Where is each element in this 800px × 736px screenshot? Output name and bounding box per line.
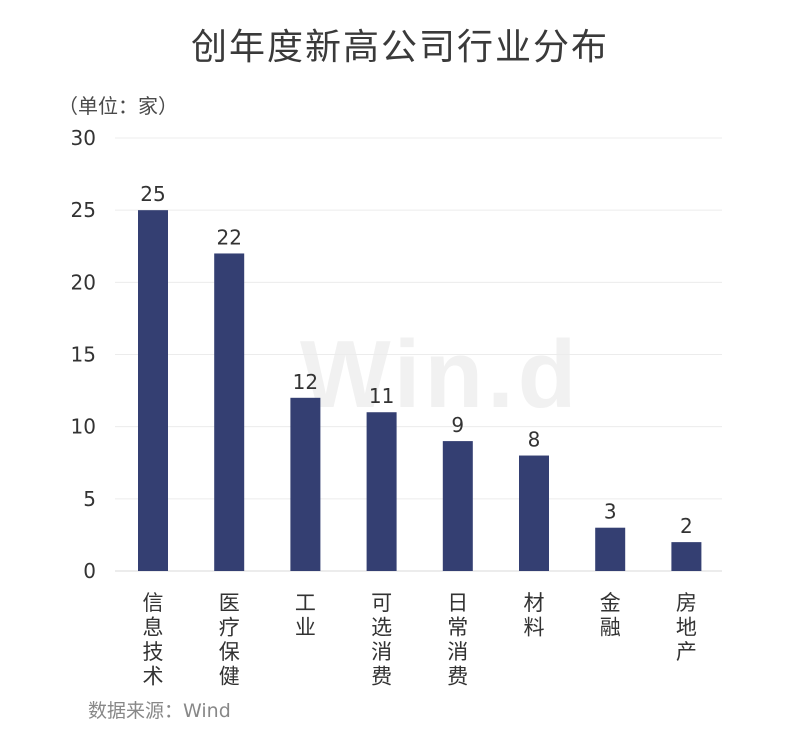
data-label: 2 [680,514,693,538]
bar [214,253,245,571]
data-label: 25 [140,182,165,206]
bars [138,210,702,571]
bar [519,455,549,571]
data-label: 9 [451,413,464,437]
chart-title: 创年度新高公司行业分布 [190,27,609,68]
x-tick-label: 医疗保健 [219,591,240,689]
bar [442,441,473,571]
y-tick-label: 0 [83,559,96,583]
y-tick-label: 25 [71,198,96,222]
y-tick-label: 20 [71,270,96,294]
x-tick-label: 信息技术 [143,591,164,689]
data-label: 3 [604,500,617,524]
x-tick-label: 房地产 [676,591,697,664]
source-note: 数据来源：Wind [88,700,231,722]
data-label: 12 [293,370,318,394]
unit-label: （单位：家） [58,94,178,118]
grid-lines [115,137,722,572]
y-tick-label: 10 [71,415,96,439]
x-tick-label: 金融 [600,591,621,640]
data-label: 8 [528,428,541,452]
x-tick-label: 材料 [524,591,545,640]
bar [138,210,168,571]
bar [366,412,397,571]
x-tick-label: 可选消费 [371,591,392,689]
y-tick-label: 15 [71,343,96,367]
x-tick-label: 日常消费 [447,591,468,689]
x-tick-label: 工业 [295,591,316,640]
x-axis-ticks: 信息技术 医疗保健 工业 可选消费 日常消费 材料 金融 房地产 [143,591,697,689]
y-axis-ticks: 0 5 10 15 20 25 30 [71,126,96,583]
y-tick-label: 30 [71,126,96,150]
watermark-logo: Win.d [300,321,581,428]
y-tick-label: 5 [83,487,96,511]
bar [671,542,702,571]
bar [595,527,626,571]
data-labels: 25 22 12 11 9 8 3 2 [140,182,692,538]
data-label: 22 [216,225,241,249]
data-label: 11 [369,384,394,408]
bar [290,397,321,571]
